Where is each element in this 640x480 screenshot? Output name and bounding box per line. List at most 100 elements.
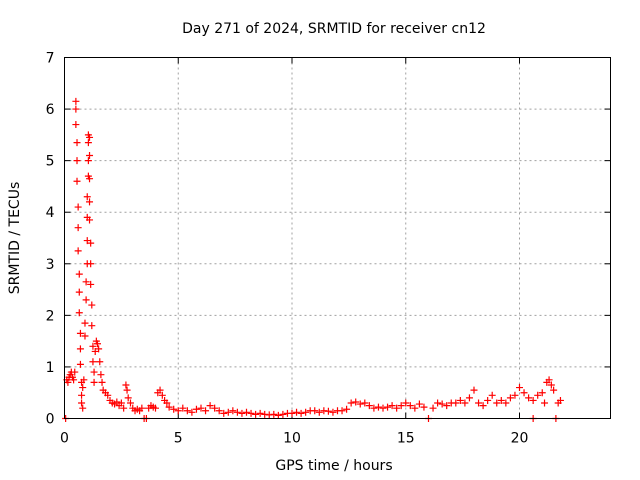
data-point: [174, 407, 182, 415]
data-point: [86, 133, 94, 141]
data-point: [361, 399, 369, 407]
data-point: [98, 378, 106, 386]
data-point: [79, 404, 87, 412]
data-point: [90, 368, 98, 376]
data-point: [347, 399, 355, 407]
data-point: [534, 391, 542, 399]
data-point: [493, 399, 501, 407]
data-point: [81, 319, 89, 327]
data-point: [388, 402, 396, 410]
x-tick-label: 5: [174, 431, 183, 447]
data-point: [163, 399, 171, 407]
data-point: [97, 371, 105, 379]
data-point: [516, 384, 523, 392]
y-tick-label: 0: [46, 412, 55, 428]
data-point: [470, 386, 478, 394]
data-point: [352, 398, 360, 406]
data-point: [520, 389, 528, 397]
data-point: [438, 400, 446, 408]
data-point: [197, 404, 205, 412]
data-point: [475, 399, 483, 407]
plot-frame: [64, 57, 611, 419]
data-point: [152, 404, 159, 412]
data-point: [88, 301, 96, 309]
data-point: [297, 409, 305, 417]
data-point: [429, 404, 437, 412]
data-point: [274, 411, 282, 419]
data-point: [82, 278, 90, 286]
data-point: [415, 400, 423, 408]
data-point: [89, 358, 97, 366]
y-tick-label: 2: [46, 308, 55, 324]
x-tick-label: 15: [397, 431, 415, 447]
data-point: [270, 410, 278, 418]
data-point: [452, 399, 460, 407]
data-point: [443, 402, 451, 410]
data-point: [211, 404, 219, 412]
data-point: [113, 398, 121, 406]
data-point: [165, 403, 173, 411]
data-point: [279, 410, 287, 418]
x-tick-label: 0: [60, 431, 69, 447]
data-point: [393, 404, 401, 412]
data-point: [82, 296, 90, 304]
data-point: [84, 157, 92, 165]
data-point: [206, 402, 214, 410]
data-point: [338, 407, 346, 415]
data-point: [126, 399, 134, 407]
data-point: [293, 408, 301, 416]
data-point: [87, 280, 95, 288]
data-point: [78, 399, 86, 407]
data-point: [80, 376, 88, 384]
data-point: [365, 402, 373, 410]
data-point: [324, 407, 332, 415]
data-point: [71, 368, 79, 376]
data-point: [511, 391, 519, 399]
y-tick-label: 7: [46, 51, 55, 67]
data-point: [374, 403, 382, 411]
x-tick-label: 20: [511, 431, 529, 447]
data-point: [120, 404, 128, 412]
data-point: [497, 396, 505, 404]
data-point: [74, 203, 82, 211]
data-point: [93, 340, 101, 348]
data-point: [95, 345, 103, 353]
data-point: [233, 408, 241, 416]
data-point: [124, 394, 132, 402]
data-point: [456, 396, 464, 404]
data-point: [72, 121, 80, 129]
data-point: [370, 404, 378, 412]
x-tick-label: 10: [283, 431, 301, 447]
data-point: [83, 193, 91, 201]
data-point: [87, 239, 95, 247]
data-point: [84, 139, 92, 147]
data-point: [550, 386, 558, 394]
data-point: [545, 376, 553, 384]
data-point: [76, 329, 84, 337]
data-point: [343, 405, 351, 413]
data-point: [288, 409, 296, 417]
data-point: [402, 399, 410, 407]
data-point: [547, 381, 555, 389]
data-point: [73, 157, 81, 165]
data-point: [72, 105, 80, 113]
data-point: [158, 391, 166, 399]
data-point: [461, 399, 469, 407]
data-point: [138, 404, 146, 412]
y-axis-title: SRMTID / TECUs: [7, 182, 23, 295]
data-point: [75, 288, 83, 296]
data-point: [256, 409, 264, 417]
data-point: [525, 394, 533, 402]
data-point: [397, 402, 405, 410]
data-point: [329, 408, 337, 416]
data-point: [76, 345, 84, 353]
data-point: [81, 332, 89, 340]
data-point: [79, 384, 87, 392]
y-tick-label: 6: [46, 102, 55, 118]
data-point: [238, 409, 246, 417]
data-point: [502, 399, 510, 407]
data-point: [90, 378, 98, 386]
data-point: [541, 399, 549, 407]
data-point: [215, 407, 223, 415]
